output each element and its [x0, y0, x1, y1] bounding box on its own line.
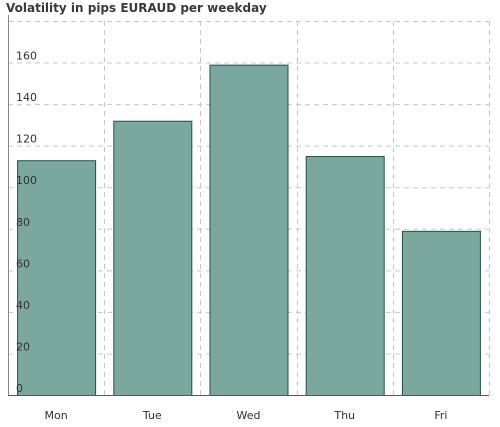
- x-tick-label: Thu: [333, 409, 355, 422]
- bars: [17, 64, 481, 396]
- bar-mon: [17, 160, 97, 396]
- x-tick-label: Tue: [142, 409, 162, 422]
- x-tick-labels: Mon Tue Wed Thu Fri: [44, 409, 447, 422]
- y-tick-label: 20: [16, 340, 30, 353]
- x-tick-label: Fri: [434, 409, 447, 422]
- y-tick-label: 80: [16, 216, 30, 229]
- chart-title: Volatility in pips EURAUD per weekday: [6, 1, 267, 15]
- bar-thu: [305, 156, 385, 396]
- y-tick-label: 40: [16, 299, 30, 312]
- x-tick-label: Mon: [44, 409, 67, 422]
- y-tick-label: 140: [16, 91, 37, 104]
- y-tick-label: 100: [16, 174, 37, 187]
- y-tick-label: 160: [16, 50, 37, 63]
- bar-fri: [401, 230, 481, 396]
- y-tick-label: 60: [16, 257, 30, 270]
- y-tick-labels: 0 20 40 60 80 100 120 140 160: [16, 50, 37, 395]
- bar-wed: [209, 64, 289, 396]
- y-tick-label: 120: [16, 133, 37, 146]
- axes: [8, 15, 489, 396]
- y-tick-label: 0: [16, 382, 23, 395]
- bar-tue: [113, 120, 193, 396]
- x-tick-label: Wed: [237, 409, 261, 422]
